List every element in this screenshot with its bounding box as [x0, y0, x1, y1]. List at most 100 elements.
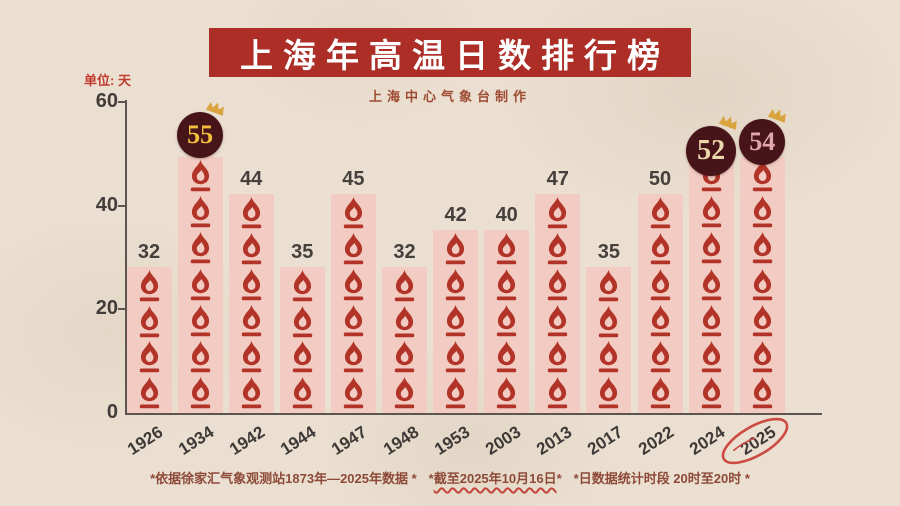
flame-icon: [445, 341, 466, 373]
flame-icon: [548, 377, 568, 409]
chart-bar: [586, 267, 632, 413]
flame-icon: [497, 341, 517, 373]
flame-icon: [139, 305, 159, 337]
bar-value-label: 32: [393, 241, 416, 263]
x-axis-line: [125, 413, 822, 415]
y-tick-mark: [118, 204, 125, 207]
rank-badge-number: 55: [187, 120, 214, 149]
flame-icon: [292, 341, 312, 373]
x-tick-label: 2013: [532, 422, 575, 459]
chart-bar: [739, 157, 785, 413]
flame-icon: [190, 304, 210, 336]
flame-icon: [497, 269, 517, 301]
flame-icon: [190, 196, 210, 228]
bar-value-label: 47: [546, 168, 569, 190]
chart-bar: [228, 194, 274, 413]
flame-icon: [241, 341, 261, 373]
flame-icon: [445, 269, 466, 301]
flame-icon: [343, 341, 364, 373]
flame-icon: [241, 233, 261, 265]
y-tick-label: 60: [95, 90, 118, 113]
y-tick-mark: [118, 101, 125, 104]
x-tick-label: 1948: [379, 422, 422, 459]
chart-subtitle: 上海中心气象台制作: [368, 89, 531, 104]
bar-value-label: 50: [648, 168, 672, 190]
y-tick-mark: [118, 308, 125, 311]
flame-icon: [548, 197, 568, 229]
flame-icon: [190, 340, 210, 372]
flame-icon: [394, 269, 415, 302]
flame-icon: [445, 305, 466, 337]
chart-bar: [330, 194, 376, 413]
rank-badge: 54: [739, 108, 787, 165]
flame-icon: [445, 233, 466, 265]
flame-icon: [548, 341, 568, 373]
x-tick-label: 2025: [737, 422, 780, 459]
crown-icon: [205, 101, 225, 116]
x-tick-label: 2024: [686, 422, 729, 459]
flame-icon: [650, 197, 670, 229]
flame-icon: [394, 377, 415, 409]
rank-badge-number: 52: [697, 135, 726, 166]
rank-badge: 52: [686, 115, 738, 176]
flame-icon: [343, 305, 364, 337]
flame-icon: [139, 377, 159, 409]
flame-icon: [241, 377, 261, 409]
flame-icon: [752, 304, 772, 336]
flame-icon: [701, 268, 721, 300]
flame-icon: [650, 269, 670, 301]
y-axis-unit-label: 单位: 天: [84, 73, 131, 88]
flame-icon: [599, 269, 619, 302]
page-title: 上海年高温日数排行榜: [240, 36, 670, 74]
x-tick-label: 2017: [584, 422, 627, 459]
chart-bar: [484, 230, 530, 413]
x-tick-label: 2003: [481, 422, 524, 459]
flame-icon: [650, 341, 670, 373]
flame-icon: [292, 377, 312, 409]
crown-icon: [718, 115, 738, 130]
flame-icon: [701, 340, 721, 372]
crown-icon: [768, 108, 787, 123]
flame-icon: [497, 233, 517, 265]
flame-icon: [497, 377, 517, 409]
flame-icon: [752, 340, 772, 372]
x-tick-label: 1942: [226, 422, 269, 459]
x-tick-label: 1934: [175, 422, 218, 459]
bar-value-label: 35: [597, 241, 621, 263]
flame-icon: [139, 269, 159, 302]
flame-icon: [701, 304, 721, 336]
flame-icon: [548, 269, 568, 301]
flame-icon: [394, 305, 415, 337]
y-tick-label: 20: [95, 297, 118, 320]
chart-bar: [177, 157, 223, 413]
footnote-cutoff-date: 截至2025年10月16日: [433, 471, 557, 486]
chart-bar: [637, 194, 683, 413]
flame-icon: [190, 160, 210, 192]
flame-icon: [241, 197, 261, 229]
x-tick-label: 1926: [124, 422, 167, 459]
footnotes: *依据徐家汇气象观测站1873年—2025年数据 * *截至2025年10月16日…: [0, 468, 900, 487]
rank-badge: 55: [177, 101, 225, 158]
flame-icon: [701, 196, 721, 228]
x-tick-label: 2022: [635, 422, 678, 459]
flame-icon: [139, 341, 159, 373]
x-tick-label: 1944: [277, 422, 320, 459]
bar-value-label: 45: [342, 168, 365, 190]
flame-icon: [701, 376, 721, 409]
flame-icon: [343, 377, 364, 409]
title-banner: 上海年高温日数排行榜: [209, 28, 691, 77]
rank-badge-number: 54: [749, 127, 776, 156]
flame-icon: [190, 232, 210, 264]
flame-icon: [752, 160, 772, 192]
flame-icon: [752, 268, 772, 300]
flame-icon: [650, 233, 670, 265]
flame-icon: [599, 341, 619, 373]
y-tick-label: 40: [95, 193, 118, 216]
bar-value-label: 44: [240, 168, 263, 190]
chart-bar: [433, 230, 479, 413]
flame-icon: [394, 341, 415, 373]
flame-icon: [497, 305, 517, 337]
x-tick-label: 1953: [430, 422, 473, 459]
footnote-cutoff: *截至2025年10月16日*: [428, 471, 562, 486]
flame-icon: [343, 269, 364, 301]
